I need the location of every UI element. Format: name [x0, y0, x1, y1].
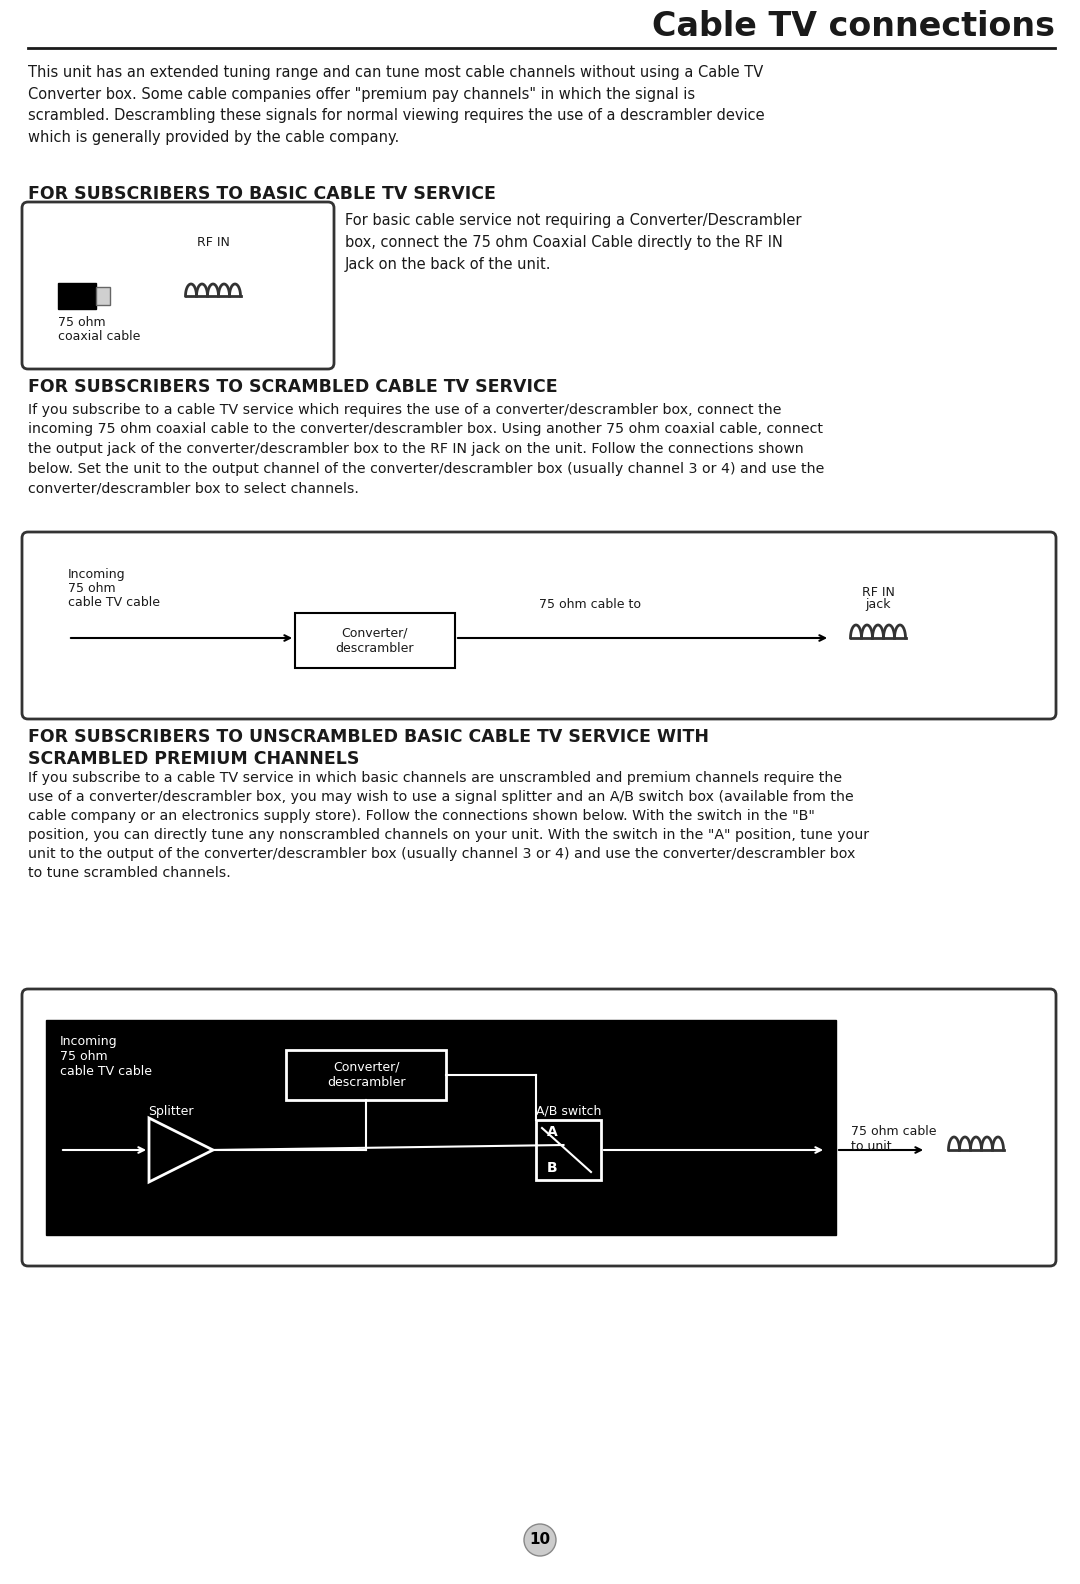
- Text: Converter/: Converter/: [333, 1061, 400, 1074]
- Text: 75 ohm: 75 ohm: [68, 581, 116, 596]
- Text: If you subscribe to a cable TV service which requires the use of a converter/des: If you subscribe to a cable TV service w…: [28, 402, 824, 494]
- Text: Incoming: Incoming: [68, 569, 125, 581]
- Text: This unit has an extended tuning range and can tune most cable channels without : This unit has an extended tuning range a…: [28, 65, 765, 144]
- Text: jack: jack: [865, 599, 891, 611]
- Bar: [46, 1020, 836, 1236]
- Text: A: A: [546, 1125, 557, 1139]
- Text: RF IN: RF IN: [862, 586, 894, 599]
- Bar: [295, 613, 455, 668]
- Text: For basic cable service not requiring a Converter/Descrambler
box, connect the 7: For basic cable service not requiring a …: [345, 212, 801, 272]
- Text: 75 ohm: 75 ohm: [60, 1050, 108, 1063]
- Text: 10: 10: [529, 1532, 551, 1548]
- Bar: [96, 287, 110, 306]
- FancyBboxPatch shape: [22, 532, 1056, 719]
- FancyBboxPatch shape: [22, 203, 334, 369]
- Text: cable TV cable: cable TV cable: [60, 1064, 152, 1079]
- Bar: [286, 1050, 446, 1099]
- Text: cable TV cable: cable TV cable: [68, 596, 160, 608]
- Text: If you subscribe to a cable TV service in which basic channels are unscrambled a: If you subscribe to a cable TV service i…: [28, 771, 869, 879]
- Text: 75 ohm: 75 ohm: [58, 315, 106, 329]
- Text: 75 ohm cable: 75 ohm cable: [851, 1125, 936, 1137]
- Text: A/B switch: A/B switch: [536, 1106, 602, 1118]
- Text: descrambler: descrambler: [336, 642, 415, 656]
- Circle shape: [524, 1524, 556, 1555]
- Text: Cable TV connections: Cable TV connections: [652, 10, 1055, 43]
- Text: to unit: to unit: [851, 1140, 892, 1153]
- FancyBboxPatch shape: [22, 988, 1056, 1266]
- Text: FOR SUBSCRIBERS TO BASIC CABLE TV SERVICE: FOR SUBSCRIBERS TO BASIC CABLE TV SERVIC…: [28, 185, 496, 203]
- Text: coaxial cable: coaxial cable: [58, 329, 140, 344]
- Text: 75 ohm cable to: 75 ohm cable to: [539, 599, 642, 611]
- Bar: [536, 1120, 600, 1180]
- Text: RF IN: RF IN: [197, 236, 229, 249]
- Text: FOR SUBSCRIBERS TO UNSCRAMBLED BASIC CABLE TV SERVICE WITH
SCRAMBLED PREMIUM CHA: FOR SUBSCRIBERS TO UNSCRAMBLED BASIC CAB…: [28, 729, 708, 768]
- Text: Converter/: Converter/: [341, 626, 408, 638]
- Text: descrambler: descrambler: [327, 1077, 405, 1090]
- Bar: [58, 284, 96, 309]
- Text: Splitter: Splitter: [148, 1106, 193, 1118]
- Text: FOR SUBSCRIBERS TO SCRAMBLED CABLE TV SERVICE: FOR SUBSCRIBERS TO SCRAMBLED CABLE TV SE…: [28, 379, 557, 396]
- Text: B: B: [546, 1161, 557, 1175]
- Text: Incoming: Incoming: [60, 1034, 118, 1049]
